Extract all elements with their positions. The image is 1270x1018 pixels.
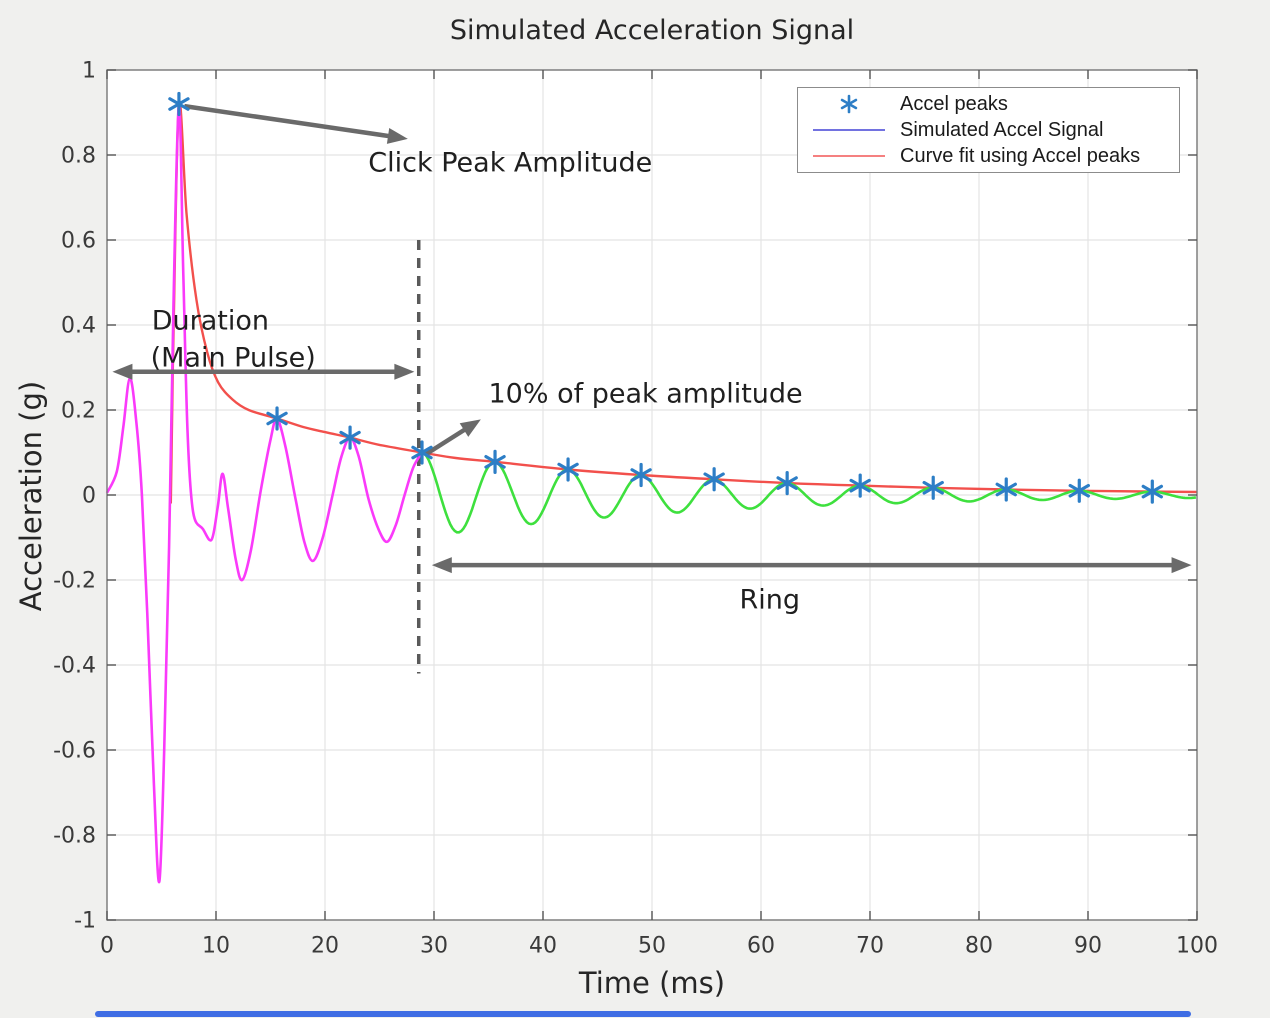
y-tick-label: -1 <box>74 909 96 934</box>
legend-label: Curve fit using Accel peaks <box>900 144 1141 167</box>
y-tick-label: 0.8 <box>61 144 96 169</box>
horizontal-scrollbar[interactable] <box>95 1011 1191 1017</box>
x-tick-label: 100 <box>1176 934 1218 959</box>
annotation-click-peak-amplitude: Click Peak Amplitude <box>184 103 652 178</box>
accel-peak-marker[interactable] <box>168 91 190 117</box>
x-tick-label: 80 <box>965 934 993 959</box>
y-axis-label: Acceleration (g) <box>14 380 48 612</box>
y-tick-label: 0.4 <box>61 314 96 339</box>
y-tick-label: -0.8 <box>53 824 96 849</box>
annotation-ten-percent-of-peak: 10% of peak amplitude <box>424 378 803 457</box>
accel-peak-marker[interactable] <box>266 406 288 431</box>
x-tick-label: 90 <box>1074 934 1102 959</box>
accel-peak-marker[interactable] <box>411 440 433 465</box>
asterisk-marker-icon <box>798 93 900 115</box>
x-tick-labels: 0 10 20 30 40 50 60 70 80 90 100 <box>100 934 1218 959</box>
y-tick-label: 0 <box>82 484 96 509</box>
accel-peak-marker[interactable] <box>339 425 361 450</box>
annotation-duration-main-pulse: Duration (Main Pulse) <box>112 305 415 380</box>
annotation-text: Ring <box>739 585 800 616</box>
y-tick-label: -0.6 <box>53 739 96 764</box>
x-tick-label: 10 <box>202 934 230 959</box>
annotation-text: (Main Pulse) <box>151 342 316 373</box>
x-tick-label: 70 <box>856 934 884 959</box>
accel-peak-marker[interactable] <box>849 473 871 498</box>
x-tick-label: 30 <box>420 934 448 959</box>
y-tick-label: 0.6 <box>61 229 96 254</box>
legend-label: Accel peaks <box>900 92 1008 115</box>
x-tick-label: 50 <box>638 934 666 959</box>
accel-peak-marker[interactable] <box>1141 479 1164 504</box>
chart-title: Simulated Acceleration Signal <box>449 15 855 46</box>
x-axis-label: Time (ms) <box>578 966 726 1000</box>
accel-peak-marker[interactable] <box>484 449 506 474</box>
legend-item-curve-fit: Curve fit using Accel peaks <box>798 143 1179 169</box>
accel-peak-marker[interactable] <box>703 467 725 492</box>
legend-label: Simulated Accel Signal <box>900 118 1104 141</box>
annotation-text: Duration <box>152 305 269 336</box>
annotation-text: Click Peak Amplitude <box>368 147 652 178</box>
curve-fit-line <box>169 100 1198 504</box>
accel-peak-marker[interactable] <box>995 477 1017 502</box>
y-tick-labels: -1 -0.8 -0.6 -0.4 -0.2 0 0.2 0.4 0.6 0.8 1 <box>53 59 96 934</box>
line-marker-icon <box>798 155 900 157</box>
y-tick-label: -0.2 <box>53 569 96 594</box>
accel-peak-marker[interactable] <box>922 475 944 500</box>
legend-item-accel-peaks: Accel peaks <box>798 91 1179 117</box>
legend: Accel peaks Simulated Accel Signal Curve… <box>797 87 1180 173</box>
x-tick-label: 20 <box>311 934 339 959</box>
line-marker-icon <box>798 129 900 131</box>
x-tick-label: 0 <box>100 934 114 959</box>
accel-peak-marker[interactable] <box>776 471 798 496</box>
y-tick-label: -0.4 <box>53 654 96 679</box>
y-tick-label: 1 <box>82 59 96 84</box>
annotation-ring: Ring <box>431 557 1192 616</box>
ring-curve <box>421 451 1197 534</box>
y-tick-label: 0.2 <box>61 399 96 424</box>
accel-peak-markers[interactable] <box>168 91 1164 504</box>
annotation-text: 10% of peak amplitude <box>489 378 803 409</box>
accel-peak-marker[interactable] <box>630 462 652 488</box>
legend-item-simulated-signal: Simulated Accel Signal <box>798 117 1179 143</box>
accel-peak-marker[interactable] <box>1068 478 1090 503</box>
tick-marks <box>106 69 1198 921</box>
x-tick-label: 40 <box>529 934 557 959</box>
accel-peak-marker[interactable] <box>557 457 579 482</box>
x-tick-label: 60 <box>747 934 775 959</box>
